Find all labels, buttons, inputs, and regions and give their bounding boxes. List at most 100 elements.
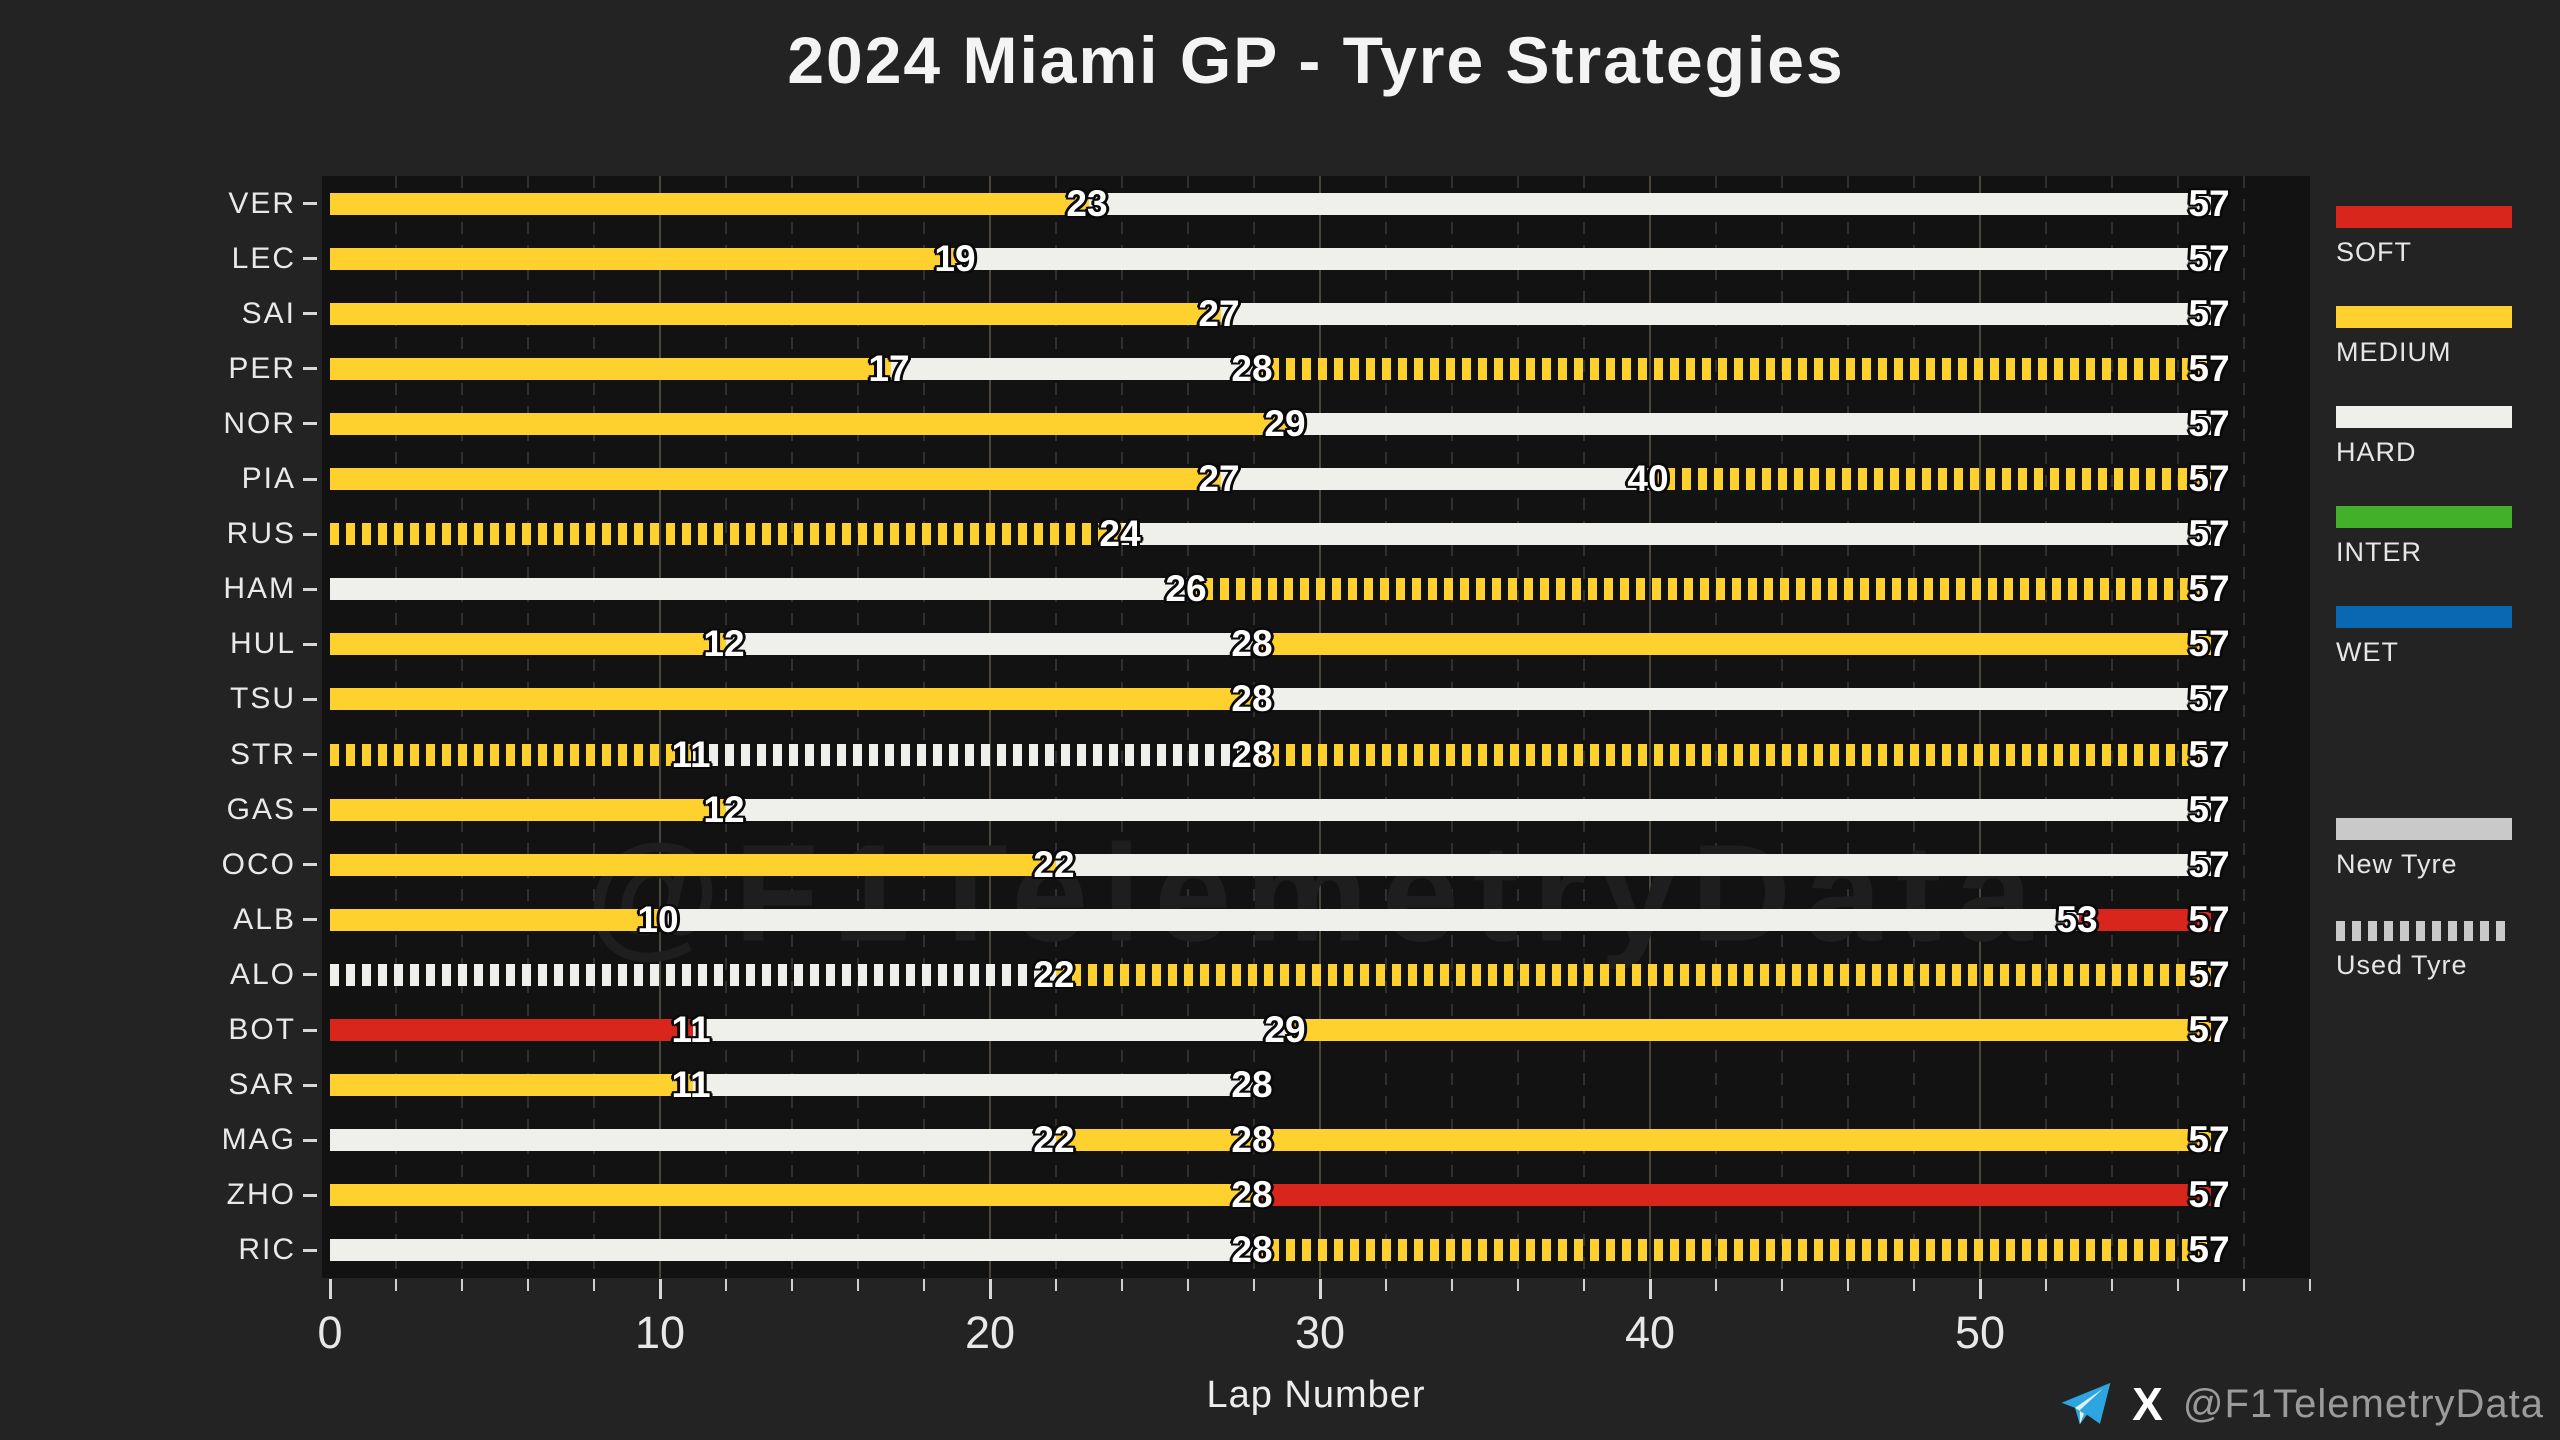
y-tick [303,1028,317,1032]
gridline-minor [1781,176,1783,1278]
gridline-major [659,176,661,1278]
stint-end-lap-label: 57 [2188,843,2230,885]
stint-end-lap-label: 57 [2188,237,2230,279]
legend-item-hard: HARD [2336,406,2546,468]
stint-end-lap-label: 28 [1231,1229,1273,1271]
stint-end-lap-label: 57 [2188,953,2230,995]
legend-swatch-soft [2336,206,2512,228]
legend-swatch-used-tyre [2336,921,2512,941]
driver-label-per: PER [228,351,296,385]
stint-end-lap-label: 28 [1231,623,1273,665]
driver-label-ham: HAM [223,572,296,606]
gridline-major [1979,176,1981,1278]
stint-bar-alb-hard-new [660,908,2079,931]
x-tick-minor [527,1279,529,1291]
x-tick-minor [1913,1279,1915,1291]
legend-item-new-tyre: New Tyre [2336,818,2546,880]
stint-end-lap-label: 11 [671,1009,711,1051]
stint-end-lap-label: 57 [2188,513,2230,555]
driver-label-ver: VER [228,186,296,220]
stint-end-lap-label: 57 [2188,182,2230,224]
stint-bar-gas-medium-new [330,798,726,821]
stint-bar-str-medium-used [1254,743,2211,766]
stint-end-lap-label: 57 [2188,292,2230,334]
stint-end-lap-label: 28 [1231,733,1273,775]
y-tick [303,257,317,261]
gridline-minor [2177,176,2179,1278]
x-tick-minor [1055,1279,1057,1291]
watermark-text: @F1TelemetryData [585,816,2047,971]
stint-bar-per-hard-new [891,357,1254,380]
stint-bar-hul-medium-new [1254,633,2211,656]
gridline-minor [593,176,595,1278]
x-tick-major [1978,1279,1982,1299]
y-tick [303,697,317,701]
x-tick-minor [395,1279,397,1291]
gridline-minor [2111,176,2113,1278]
stint-end-lap-label: 57 [2188,623,2230,665]
x-tick-minor [1847,1279,1849,1291]
stint-bar-sai-medium-new [330,302,1221,325]
stint-end-lap-label: 24 [1099,513,1141,555]
x-tick-minor [2309,1279,2311,1291]
stint-bar-alb-soft-new [2079,908,2211,931]
driver-label-sai: SAI [241,296,296,330]
x-tick-minor [2111,1279,2113,1291]
legend-label-hard: HARD [2336,437,2417,467]
driver-label-mag: MAG [221,1123,296,1157]
stint-end-lap-label: 57 [2188,347,2230,389]
x-tick-minor [2177,1279,2179,1291]
stint-bar-pia-hard-new [1221,468,1650,491]
stint-bar-zho-soft-new [1254,1184,2211,1207]
x-tick-minor [1583,1279,1585,1291]
stint-bar-ham-hard-new [330,578,1188,601]
stint-bar-alo-medium-used [1056,963,2211,986]
stint-end-lap-label: 11 [671,1064,711,1106]
legend-swatch-inter [2336,506,2512,528]
attribution-footer: X @F1TelemetryData [2060,1376,2544,1432]
driver-label-lec: LEC [231,241,296,275]
stint-end-lap-label: 57 [2188,1009,2230,1051]
x-tick-minor [1187,1279,1189,1291]
driver-label-rus: RUS [226,517,296,551]
gridline-minor [527,176,529,1278]
stint-end-lap-label: 19 [934,237,976,279]
legend-swatch-medium [2336,306,2512,328]
x-tick-label-20: 20 [964,1307,1016,1358]
stint-bar-mag-medium-new [1056,1129,1254,1152]
x-tick-label-50: 50 [1954,1307,2006,1358]
stint-bar-pia-medium-used [1650,468,2211,491]
gridline-minor [1055,176,1057,1278]
y-tick [303,753,317,757]
gridline-minor [1121,176,1123,1278]
stint-bar-mag-medium-new [1254,1129,2211,1152]
legend-item-wet: WET [2336,606,2546,668]
stint-end-lap-label: 22 [1033,953,1075,995]
gridline-major [1319,176,1321,1278]
gridline-minor [2045,176,2047,1278]
legend-swatch-wet [2336,606,2512,628]
stint-end-lap-label: 28 [1231,678,1273,720]
stint-bar-nor-medium-new [330,412,1287,435]
stint-bar-nor-hard-new [1287,412,2211,435]
gridline-minor [1187,176,1189,1278]
y-tick [303,532,317,536]
stint-end-lap-label: 22 [1033,1119,1075,1161]
stint-bar-per-medium-used [1254,357,2211,380]
y-tick [303,863,317,867]
stint-bar-mag-hard-new [330,1129,1056,1152]
stint-end-lap-label: 29 [1264,402,1306,444]
telegram-icon [2061,1382,2111,1425]
stint-bar-ver-medium-new [330,192,1089,215]
stint-end-lap-label: 26 [1165,568,1207,610]
stint-bar-hul-medium-new [330,633,726,656]
stint-end-lap-label: 17 [868,347,910,389]
x-tick-major [988,1279,992,1299]
stint-end-lap-label: 27 [1198,292,1240,334]
legend-label-inter: INTER [2336,537,2422,567]
legend-item-inter: INTER [2336,506,2546,568]
stint-bar-rus-medium-used [330,523,1122,546]
x-tick-minor [1517,1279,1519,1291]
x-tick-minor [791,1279,793,1291]
stint-end-lap-label: 28 [1231,347,1273,389]
